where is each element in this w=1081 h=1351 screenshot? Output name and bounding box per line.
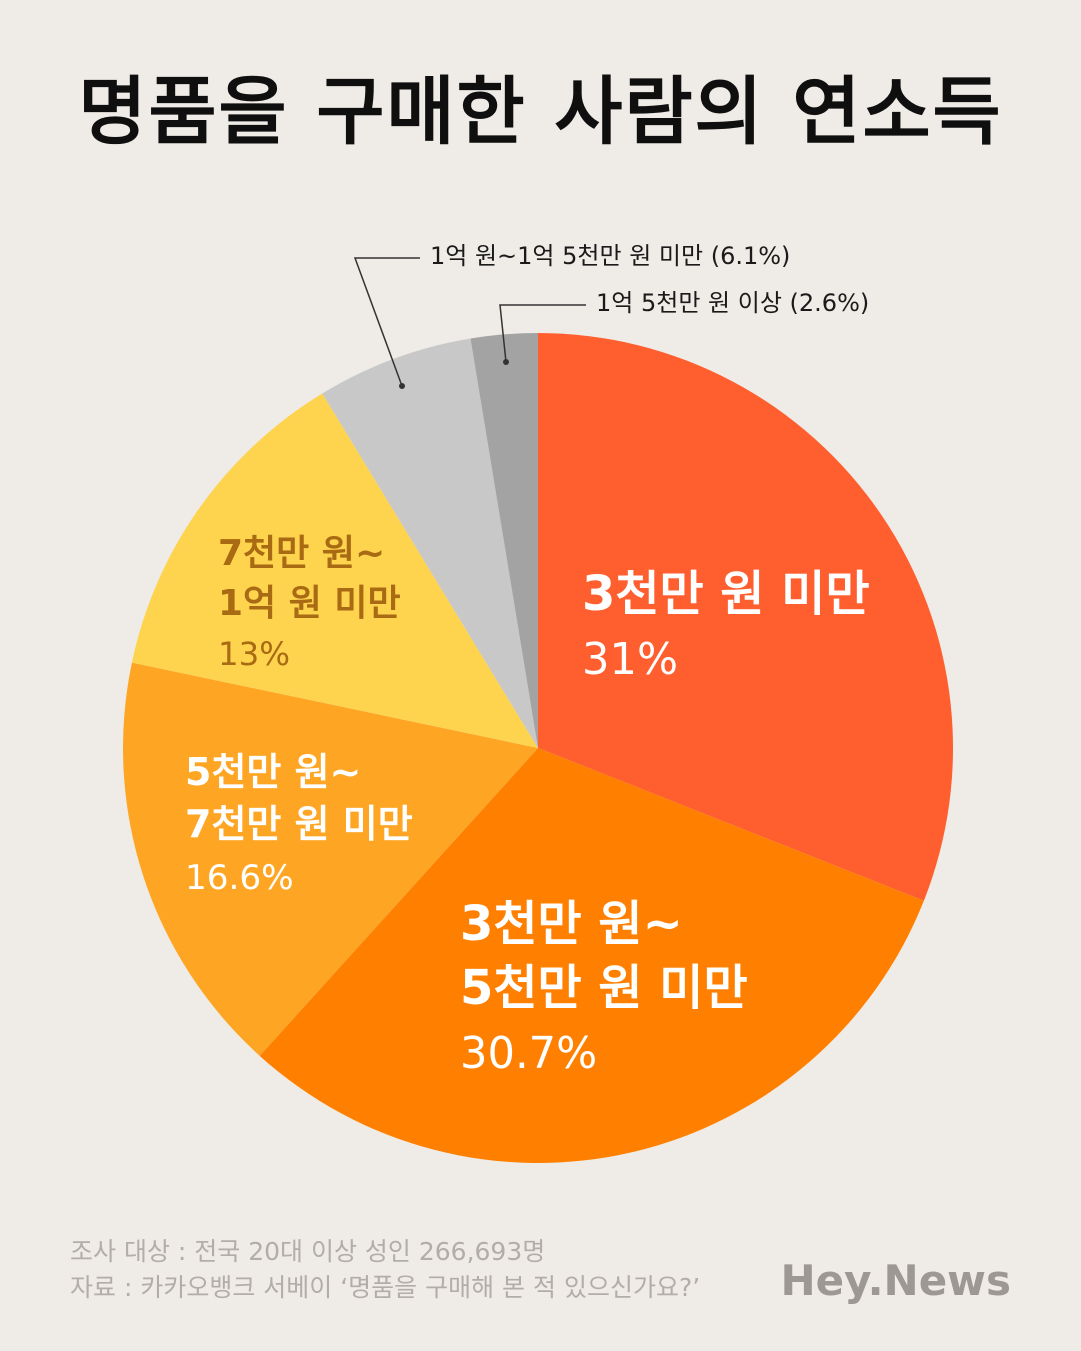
callout-dot-6 [503,359,509,365]
slice-label-4: 1억 원 미만 [218,583,401,624]
callout-dot-5 [399,383,405,389]
pie-slice-1 [538,333,954,901]
chart-title: 명품을 구매한 사람의 연소득 [78,69,1003,155]
survey-note: 조사 대상 : 전국 20대 이상 성인 266,693명 [70,1237,546,1266]
callout-label-6: 1억 5천만 원 이상 (2.6%) [596,289,869,317]
pie-slice-3 [123,662,538,1056]
pie-slice-6 [470,333,538,748]
slice-percent-3: 16.6% [185,858,294,898]
slice-label-3: 5천만 원~ [185,750,361,794]
callout-label-5: 1억 원~1억 5천만 원 미만 (6.1%) [430,242,790,270]
slice-label-4: 7천만 원~ [218,533,385,574]
slice-label-2: 3천만 원~ [460,896,683,952]
pie-slice-2 [259,748,924,1163]
slice-label-3: 7천만 원 미만 [185,802,413,846]
slice-label-2: 5천만 원 미만 [460,960,748,1016]
callout-line-5 [353,257,420,387]
slice-percent-4: 13% [218,635,290,673]
source-note: 자료 : 카카오뱅크 서베이 ‘명품을 구매해 본 적 있으신가요?’ [70,1273,701,1302]
brand-logo: Hey.News [780,1256,1011,1305]
slice-percent-2: 30.7% [460,1029,597,1079]
callout-line-6 [499,304,586,363]
slice-label-1: 3천만 원 미만 [582,566,870,622]
pie-slice-5 [322,338,538,748]
slice-percent-1: 31% [582,635,678,685]
pie-slice-4 [131,393,538,748]
